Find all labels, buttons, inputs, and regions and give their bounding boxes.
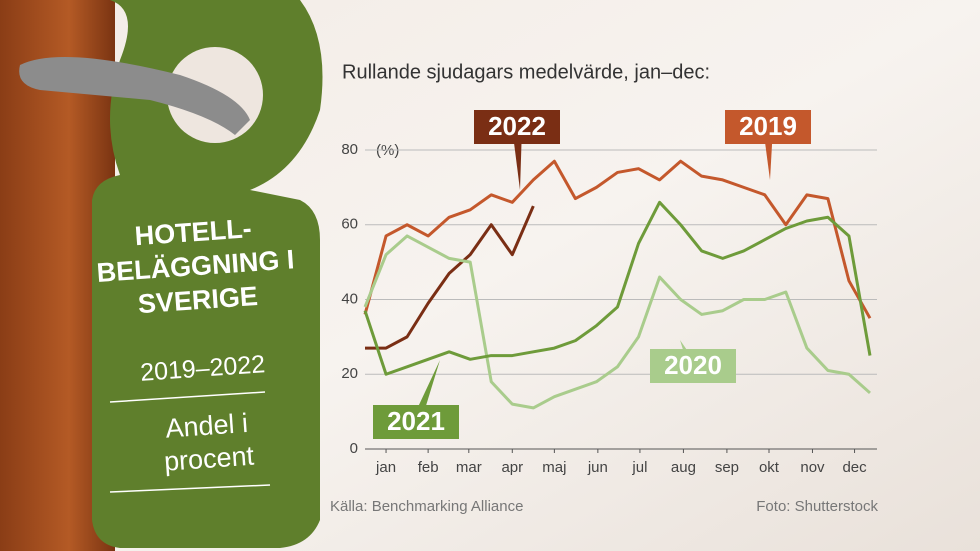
credit: Foto: Shutterstock (756, 498, 878, 515)
x-tick-label: jul (631, 459, 647, 476)
y-tick-label: 80 (341, 141, 358, 158)
x-tick-label: dec (842, 459, 867, 476)
y-tick-label: 20 (341, 365, 358, 382)
tag-title: HOTELL-BELÄGGNING I SVERIGE (95, 213, 296, 320)
series-line (363, 159, 872, 319)
x-tick-label: okt (759, 459, 780, 476)
x-tick-label: jan (375, 459, 396, 476)
x-tick-label: aug (671, 459, 696, 476)
series-label-box (373, 405, 459, 439)
x-tick-label: apr (501, 459, 523, 476)
series-label-box (650, 349, 736, 383)
divider (109, 391, 266, 403)
tag-title-box: HOTELL-BELÄGGNING I SVERIGE (95, 213, 296, 320)
y-tick-label: 60 (341, 216, 358, 233)
door-handle (19, 57, 250, 135)
chart-title: Rullande sjudagars medelvärde, jan–dec: (342, 61, 710, 83)
x-tick-label: maj (542, 459, 566, 476)
source: Källa: Benchmarking Alliance (330, 498, 523, 515)
y-tick-label: 40 (341, 290, 358, 307)
series-label: 2021 (387, 406, 445, 436)
x-tick-label: feb (418, 459, 439, 476)
series-label: 2020 (664, 350, 722, 380)
series-label: 2019 (739, 111, 797, 141)
divider (109, 484, 271, 493)
x-tick-label: jun (587, 459, 608, 476)
tag-subtitle-box: Andel i procent (163, 407, 255, 477)
x-tick-label: sep (715, 459, 739, 476)
series-label-box (725, 110, 811, 144)
series-line (363, 200, 872, 376)
series-line (363, 234, 871, 410)
y-tick-label: 0 (350, 440, 358, 457)
series-line (365, 205, 535, 350)
series-label: 2022 (488, 111, 546, 141)
x-tick-label: nov (800, 459, 825, 476)
x-tick-label: mar (456, 459, 482, 476)
series-label-box (474, 110, 560, 144)
door-hanger (92, 0, 323, 548)
tag-subtitle: Andel i procent (163, 407, 255, 477)
